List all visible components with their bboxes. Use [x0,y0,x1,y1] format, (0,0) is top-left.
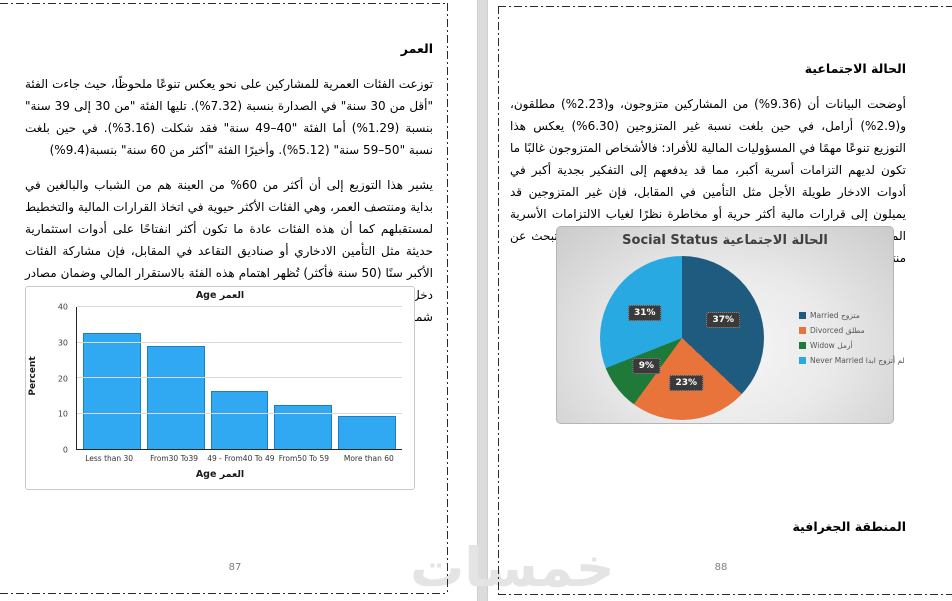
section-heading-social-status[interactable]: الحالة الاجتماعية [804,61,906,76]
legend-item: Widow أرمل [799,341,905,350]
gridline [77,412,402,414]
gridline [77,341,402,343]
legend-swatch [799,342,806,349]
section-heading-geographic-region[interactable]: المنطقة الجغرافية [792,519,906,534]
bar [210,391,269,449]
x-tick-label: Less than 30 [85,454,134,463]
bar-chart-x-axis-title: Age العمر [195,469,245,480]
gridline [77,377,402,378]
social-status-pie-chart[interactable]: Social Status الحالة الاجتماعية Married … [556,226,905,424]
text-boundary-left-right-page [498,6,499,594]
text-boundary-bottom-left-page [0,593,447,594]
text-boundary-top-left-page [0,3,447,4]
legend-label: Widow أرمل [810,341,853,350]
y-tick-label: 20 [57,374,68,383]
bar-chart-y-ticks: 0 10 20 30 40 [52,303,72,455]
x-tick-label: From30 To39 [150,454,199,463]
pie [600,256,764,420]
bar [338,415,396,449]
page-number-87: 87 [228,562,242,573]
legend-label: Married متزوج [810,311,860,320]
legend-item: Married متزوج [799,311,905,320]
y-tick-label: 10 [57,409,68,419]
bar-chart-y-axis-title: Percent [28,356,38,396]
x-tick-label: 49 - From40 To 49 [207,454,275,463]
bar [82,332,141,449]
x-tick-label: More than 60 [343,454,394,463]
legend-label: Divorced مطلق [810,326,865,335]
text-boundary-bottom-right-page [498,594,952,595]
bar [274,404,333,449]
legend-item: Divorced مطلق [799,326,905,335]
section-heading-age[interactable]: العمر [400,41,433,56]
pie-data-label: 31% [628,304,662,321]
legend-swatch [799,327,806,334]
y-tick-label: 30 [57,338,68,348]
legend-item: Never Married لم أتزوج ابدا [799,356,905,365]
bar-chart-title: Age العمر [195,290,245,301]
bar-chart-bars [77,307,402,449]
text-boundary-right-left-page [447,3,448,593]
legend-label: Never Married لم أتزوج ابدا [810,356,905,365]
page-88[interactable]: الحالة الاجتماعية أوضحت البيانات أن (9.3… [490,0,952,601]
pie-data-label: 9% [632,357,661,374]
legend-swatch [799,357,806,364]
page-number-88: 88 [714,562,728,573]
pie-data-label: 23% [669,374,704,391]
age-paragraph-1[interactable]: توزعت الفئات العمرية للمشاركين على نحو ي… [25,77,434,157]
pie-chart-title: Social Status الحالة الاجتماعية [622,233,828,248]
gridline [77,306,402,307]
age-bar-chart[interactable]: Age العمر Percent 0 10 20 30 40 Less than 30… [25,286,415,490]
y-tick-label: 0 [62,445,68,455]
legend-swatch [799,312,806,319]
bar-chart-x-ticks: Less than 30 From30 To39 49 - From40 To 49… [76,454,402,463]
watermark: خمسات [410,536,615,599]
y-tick-label: 40 [57,302,68,312]
pie-data-label: 37% [706,312,741,329]
page-87[interactable]: العمر توزعت الفئات العمرية للمشاركين على… [0,0,470,601]
page-gap-strip [477,0,488,601]
bar [146,345,205,449]
text-boundary-top-right-page [498,6,952,7]
pie-chart-legend: Married متزوج Divorced مطلق Widow أرمل Neve… [799,311,905,365]
bar-chart-plot-area [76,306,402,450]
x-tick-label: From50 To 59 [278,454,330,463]
